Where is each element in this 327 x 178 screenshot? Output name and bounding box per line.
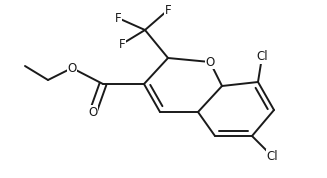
Text: F: F xyxy=(115,12,121,25)
Text: Cl: Cl xyxy=(266,150,278,163)
Text: O: O xyxy=(88,106,98,119)
Text: F: F xyxy=(119,38,125,51)
Text: F: F xyxy=(165,4,171,17)
Text: Cl: Cl xyxy=(256,51,268,64)
Text: O: O xyxy=(205,56,215,69)
Text: O: O xyxy=(67,62,77,75)
